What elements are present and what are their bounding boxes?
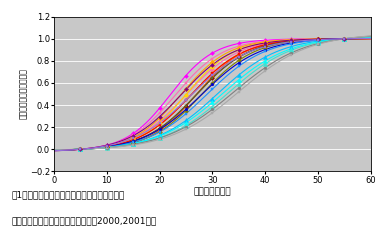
Text: 図1．　気象的処理条件下における小麦４品種: 図1． 気象的処理条件下における小麦４品種 — [12, 190, 125, 199]
X-axis label: 登熟日数（日）: 登熟日数（日） — [193, 187, 231, 196]
Text: の千粒重の相対的な増加曲線（2000,2001年）: の千粒重の相対的な増加曲線（2000,2001年） — [12, 217, 157, 226]
Y-axis label: 千粒重の相対的な増加率: 千粒重の相対的な増加率 — [19, 69, 28, 119]
